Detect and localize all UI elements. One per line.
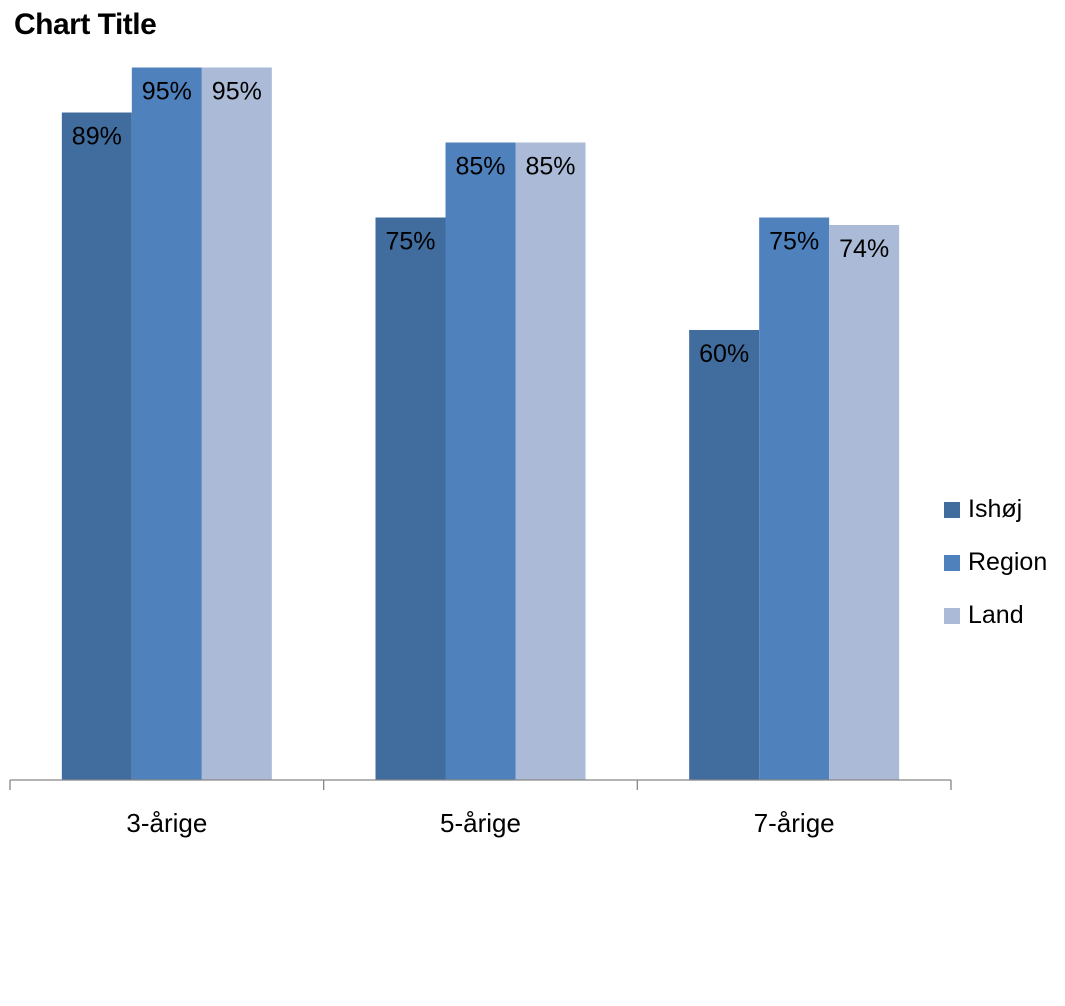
bar-2-3 [759,217,830,780]
legend-swatch [944,607,960,624]
legend-label: Land [968,601,1024,629]
data-label-1-1: 89% [72,123,122,151]
x-tick-labels: 3-årige 5-årige 7-årige [126,808,834,838]
bars-group [61,67,900,780]
data-label-1-2: 75% [385,228,435,256]
legend-swatch [944,554,960,571]
data-label-1-3: 60% [699,340,749,368]
legend-label: Region [968,548,1048,576]
data-label-3-3: 74% [839,235,889,263]
data-label-2-1: 95% [142,78,192,106]
bar-2-2 [445,142,516,780]
legend-item-3: Land [944,589,1047,642]
legend-swatch [944,501,960,518]
data-label-3-2: 85% [525,153,575,181]
bar-3-2 [515,142,586,780]
x-axis [9,779,952,790]
data-label-2-2: 85% [455,153,505,181]
legend-item-1: Ishøj [944,483,1047,536]
x-tick-label-3: 7-årige [754,808,835,838]
x-tick-label-1: 3-årige [126,808,207,838]
x-tick-label-2: 5-årige [440,808,521,838]
legend: Ishøj Region Land [944,483,1047,642]
bar-1-2 [375,217,446,780]
bar-1-1 [61,112,132,780]
data-label-2-3: 75% [769,228,819,256]
legend-label: Ishøj [968,495,1023,523]
bar-2-1 [131,67,202,780]
data-label-3-1: 95% [212,78,262,106]
bar-3-3 [829,225,900,780]
legend-item-2: Region [944,536,1047,589]
chart-title: Chart Title [14,8,157,41]
bar-3-1 [201,67,272,780]
data-labels: 89% 95% 95% 75% 85% 85% 60% 75% 74% [72,78,889,369]
bar-1-3 [689,330,760,780]
